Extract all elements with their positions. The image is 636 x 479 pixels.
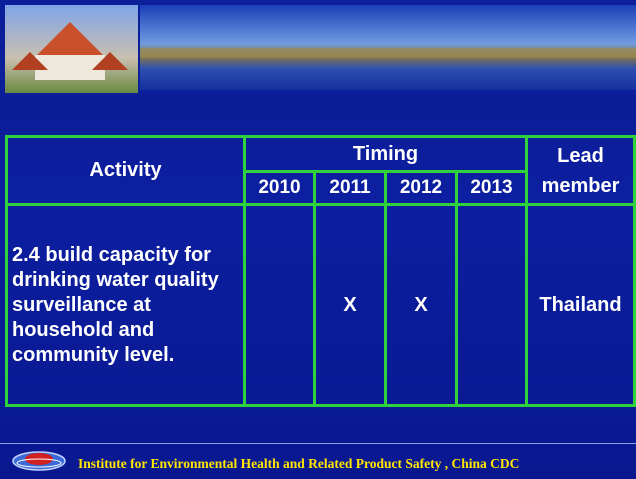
logo <box>12 451 66 471</box>
footer-institute: Institute for Environmental Health and R… <box>78 456 520 471</box>
timing-cell: X <box>313 203 387 407</box>
timing-cell <box>455 203 528 407</box>
activity-table: Activity Timing Lead member 2010 2011 20… <box>5 135 636 407</box>
activity-cell: 2.4 build capacity for drinking water qu… <box>5 203 246 407</box>
lead-cell: Thailand <box>525 203 636 407</box>
header-year: 2013 <box>455 170 528 206</box>
header-year: 2010 <box>243 170 316 206</box>
timing-cell: X <box>384 203 458 407</box>
header-lead: Lead member <box>525 135 636 206</box>
footer-rule <box>0 443 636 444</box>
header-timing: Timing <box>243 135 528 173</box>
timing-cell <box>243 203 316 407</box>
header-activity: Activity <box>5 135 246 206</box>
header-year: 2011 <box>313 170 387 206</box>
banner-image <box>0 0 636 95</box>
header-year: 2012 <box>384 170 458 206</box>
